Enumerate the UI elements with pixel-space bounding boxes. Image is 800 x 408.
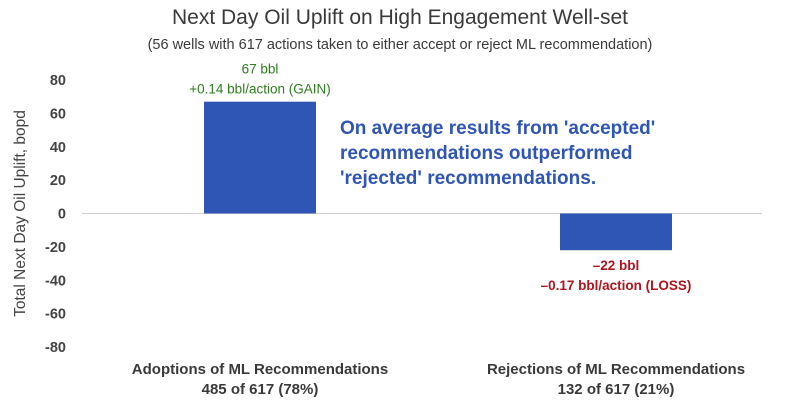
data-label: 67 bbl (242, 62, 279, 77)
bar-rejections (560, 213, 672, 251)
y-tick-label: -40 (45, 273, 66, 289)
y-tick-label: -80 (45, 340, 66, 356)
y-tick-label: 40 (50, 140, 66, 156)
data-label: –22 bbl (593, 258, 640, 273)
category-label-line2: 485 of 617 (78%) (201, 381, 319, 398)
category-label-line1: Adoptions of ML Recommendations (131, 361, 389, 378)
y-tick-label: -20 (45, 240, 66, 256)
category-label-rejections: Rejections of ML Recommendations 132 of … (456, 360, 776, 400)
y-axis-title: Total Next Day Oil Uplift, bopd (12, 110, 29, 317)
chart-title: Next Day Oil Uplift on High Engagement W… (172, 6, 628, 29)
chart-annotation: On average results from 'accepted' recom… (340, 118, 656, 189)
data-label: –0.17 bbl/action (LOSS) (541, 278, 692, 293)
bar-adoptions (204, 101, 316, 214)
y-tick-label: 20 (50, 173, 66, 189)
data-label: +0.14 bbl/action (GAIN) (189, 82, 330, 97)
y-tick-label: 80 (50, 73, 66, 89)
y-tick-label: 0 (58, 207, 66, 223)
y-tick-label: 60 (50, 106, 66, 122)
category-label-adoptions: Adoptions of ML Recommendations 485 of 6… (100, 360, 420, 400)
category-label-line1: Rejections of ML Recommendations (486, 361, 746, 378)
category-label-line2: 132 of 617 (21%) (557, 381, 675, 398)
y-tick-label: -60 (45, 307, 66, 323)
chart-subtitle: (56 wells with 617 actions taken to eith… (147, 37, 653, 53)
